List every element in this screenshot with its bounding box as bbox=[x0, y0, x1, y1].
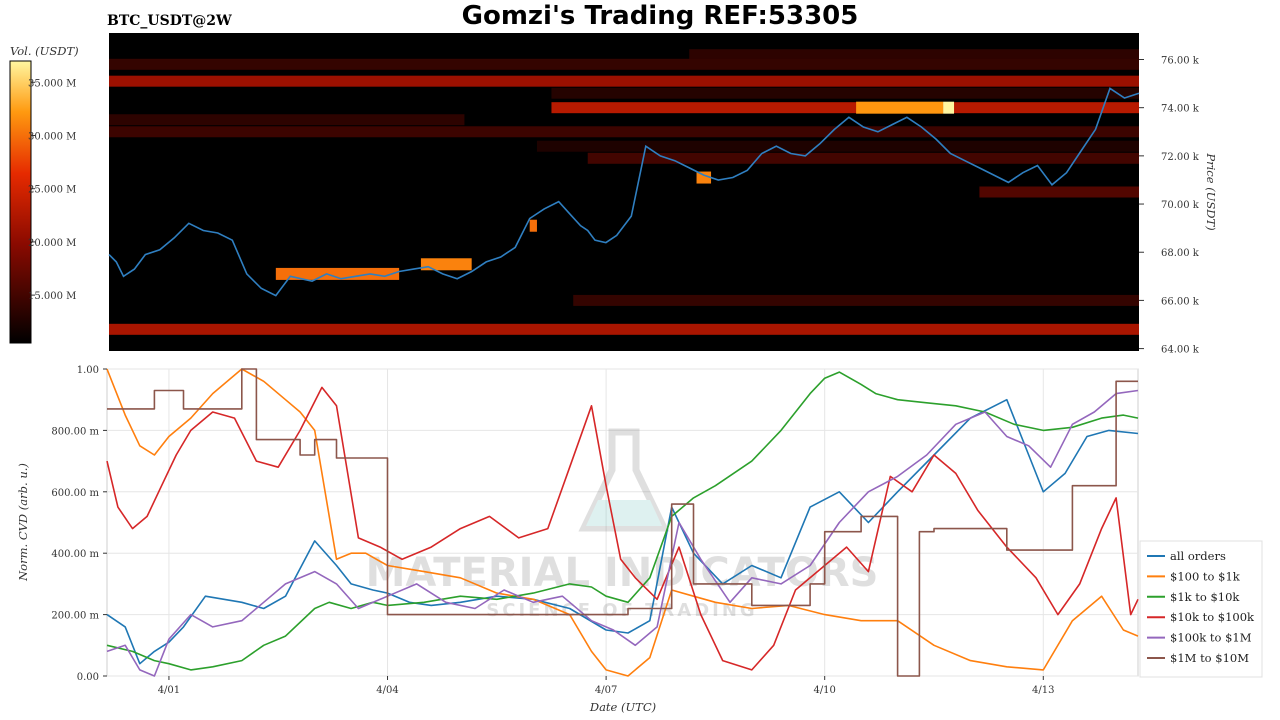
cvd-y-ticks: 0.00 200.00 m 400.00 m 600.00 m 800.00 m 1.00 bbox=[51, 365, 107, 683]
heatmap-band-1 bbox=[109, 58, 1139, 70]
heatmap-bands bbox=[109, 49, 1139, 335]
heatmap-band-10 bbox=[573, 294, 1139, 306]
heatmap-band-6 bbox=[109, 126, 1139, 138]
cvd-series-group bbox=[106, 368, 1139, 677]
cvd-y-tick-label: 400.00 m bbox=[51, 549, 99, 560]
cvd-series-2 bbox=[106, 371, 1139, 671]
cvd-series-5 bbox=[107, 368, 1138, 677]
colorbar-ticks: 15.000 M 20.000 M 25.000 M 30.000 M 35.000 M bbox=[28, 78, 76, 302]
heatmap-hotspot-1 bbox=[420, 258, 472, 271]
heatmap-band-3 bbox=[551, 87, 1139, 99]
cvd-y-tick-label: 200.00 m bbox=[51, 611, 99, 622]
legend-entry: $100 to $1k bbox=[1170, 569, 1241, 583]
legend-entry: $100k to $1M bbox=[1170, 631, 1252, 645]
heatmap-band-7 bbox=[536, 140, 1139, 152]
heatmap-band-4 bbox=[551, 102, 1139, 114]
legend: all orders $100 to $1k $1k to $10k $10k to … bbox=[1147, 549, 1255, 665]
cvd-x-tick-label: 4/13 bbox=[1032, 685, 1054, 696]
price-tick-label: 76.00 k bbox=[1161, 56, 1200, 67]
cvd-x-tick-label: 4/04 bbox=[376, 685, 398, 696]
flask-liquid-icon bbox=[586, 500, 662, 526]
heatmap-hotspots bbox=[275, 101, 955, 280]
legend-entry: $1k to $10k bbox=[1170, 590, 1240, 604]
heatmap-hotspot-3 bbox=[943, 101, 955, 114]
legend-entry: $1M to $10M bbox=[1170, 651, 1249, 665]
colorbar bbox=[9, 60, 32, 344]
price-tick-label: 64.00 k bbox=[1161, 345, 1200, 356]
colorbar-tick-label: 20.000 M bbox=[28, 238, 76, 249]
heatmap-hotspot-4 bbox=[696, 171, 712, 184]
heatmap-hotspot-5 bbox=[529, 219, 537, 232]
price-tick-label: 72.00 k bbox=[1161, 152, 1200, 163]
colorbar-tick-label: 25.000 M bbox=[28, 185, 76, 196]
heatmap-band-2 bbox=[109, 75, 1139, 87]
heatmap-hotspot-0 bbox=[275, 267, 400, 280]
price-axis-label: Price (USDT) bbox=[1204, 152, 1218, 230]
cvd-y-tick-label: 800.00 m bbox=[51, 426, 99, 437]
heatmap-band-9 bbox=[979, 186, 1139, 198]
price-line-group bbox=[108, 87, 1140, 297]
pair-label: BTC_USDT@2W bbox=[107, 13, 232, 29]
flask-icon bbox=[578, 428, 670, 532]
cvd-y-tick-label: 1.00 bbox=[77, 365, 99, 376]
cvd-x-label: Date (UTC) bbox=[589, 700, 656, 714]
cvd-grid bbox=[107, 368, 1138, 677]
heatmap-hotspot-2 bbox=[856, 101, 944, 114]
chart-title: Gomzi's Trading REF:53305 bbox=[462, 1, 859, 31]
cvd-series-4 bbox=[106, 389, 1139, 677]
watermark: MATERIAL INDICATORS SCIENCE OF TRADING bbox=[366, 428, 879, 621]
heatmap-band-5 bbox=[109, 114, 465, 126]
price-tick-label: 70.00 k bbox=[1161, 200, 1200, 211]
legend-entry: all orders bbox=[1170, 549, 1226, 563]
colorbar-tick-label: 30.000 M bbox=[28, 131, 76, 142]
cvd-x-tick-label: 4/10 bbox=[813, 685, 835, 696]
colorbar-tick-label: 15.000 M bbox=[28, 291, 76, 302]
heatmap-band-0 bbox=[689, 49, 1139, 61]
colorbar-label: Vol. (USDT) bbox=[10, 44, 79, 58]
cvd-x-tick-label: 4/01 bbox=[158, 685, 180, 696]
legend-entry: $10k to $100k bbox=[1170, 610, 1255, 624]
cvd-y-tick-label: 600.00 m bbox=[51, 488, 99, 499]
cvd-series-3 bbox=[106, 386, 1139, 671]
price-tick-label: 68.00 k bbox=[1161, 248, 1200, 259]
heatmap-band-11 bbox=[109, 323, 1139, 335]
watermark-line2: SCIENCE OF TRADING bbox=[486, 600, 757, 621]
colorbar-tick-label: 35.000 M bbox=[28, 78, 76, 89]
cvd-x-ticks: 4/01 4/04 4/07 4/10 4/13 bbox=[158, 676, 1055, 696]
price-tick-label: 66.00 k bbox=[1161, 296, 1200, 307]
watermark-line1: MATERIAL INDICATORS bbox=[366, 550, 879, 596]
price-tick-label: 74.00 k bbox=[1161, 104, 1200, 115]
cvd-x-tick-label: 4/07 bbox=[595, 685, 617, 696]
price-line bbox=[108, 87, 1140, 297]
price-axis-ticks: 64.00 k 66.00 k 68.00 k 70.00 k 72.00 k 74.00… bbox=[1139, 56, 1200, 356]
cvd-y-label: Norm. CVD (arb. u.) bbox=[16, 463, 30, 582]
legend-box bbox=[1139, 540, 1263, 678]
heatmap-band-8 bbox=[587, 152, 1139, 164]
cvd-y-tick-label: 0.00 bbox=[77, 672, 99, 683]
